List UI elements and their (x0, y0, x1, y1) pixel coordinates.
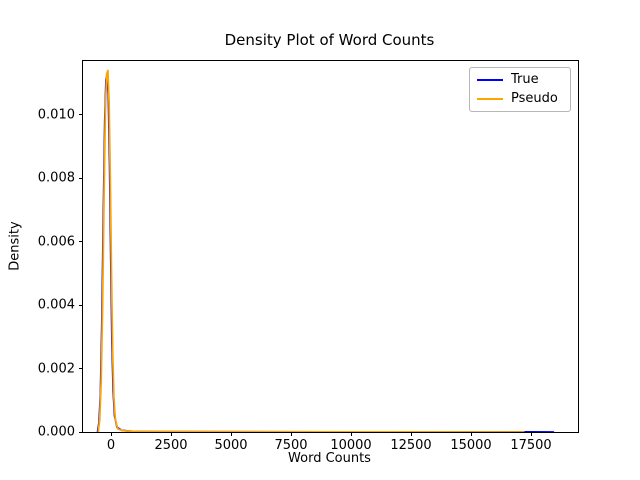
y-tick-label: 0.002 (37, 361, 75, 377)
x-tick-mark (350, 432, 352, 436)
y-axis-label: Density (7, 221, 23, 271)
legend-line-true-icon (477, 79, 503, 82)
x-tick-mark (470, 432, 472, 436)
legend-item-pseudo: Pseudo (477, 90, 563, 106)
x-tick-mark (110, 432, 112, 436)
legend-line-pseudo-icon (477, 97, 503, 100)
legend: True Pseudo (469, 67, 571, 112)
x-tick-mark (410, 432, 412, 436)
y-tick-mark (79, 431, 83, 433)
x-tick-label: 2500 (154, 438, 188, 453)
x-tick-mark (290, 432, 292, 436)
y-tick-label: 0.008 (37, 170, 75, 186)
x-tick-label: 0 (106, 438, 116, 453)
chart-title: Density Plot of Word Counts (224, 31, 435, 49)
x-axis-label: Word Counts (288, 451, 371, 466)
legend-label-pseudo: Pseudo (511, 90, 558, 106)
y-tick-label: 0.004 (37, 297, 75, 313)
y-tick-mark (79, 177, 83, 179)
y-tick-mark (79, 241, 83, 243)
y-tick-label: 0.006 (37, 234, 75, 250)
y-tick-label: 0.010 (37, 107, 75, 123)
curve-true (96, 72, 555, 432)
x-tick-label: 7500 (274, 438, 308, 453)
y-tick-mark (79, 114, 83, 116)
x-tick-mark (230, 432, 232, 436)
curve-pseudo (97, 69, 525, 432)
y-tick-mark (79, 304, 83, 306)
legend-label-true: True (511, 72, 539, 88)
y-tick-mark (79, 368, 83, 370)
x-tick-mark (170, 432, 172, 436)
y-tick-label: 0.000 (37, 424, 75, 440)
x-tick-label: 10000 (330, 438, 372, 453)
plot-area: 0 2500 5000 7500 10000 12500 15000 17500 0.000 0.… (38, 60, 579, 453)
x-tick-label: 5000 (214, 438, 248, 453)
x-tick-label: 15000 (450, 438, 492, 453)
x-tick-label: 17500 (510, 438, 552, 453)
x-tick-label: 12500 (390, 438, 432, 453)
legend-item-true: True (477, 72, 563, 88)
density-curves (96, 69, 555, 432)
x-tick-mark (530, 432, 532, 436)
